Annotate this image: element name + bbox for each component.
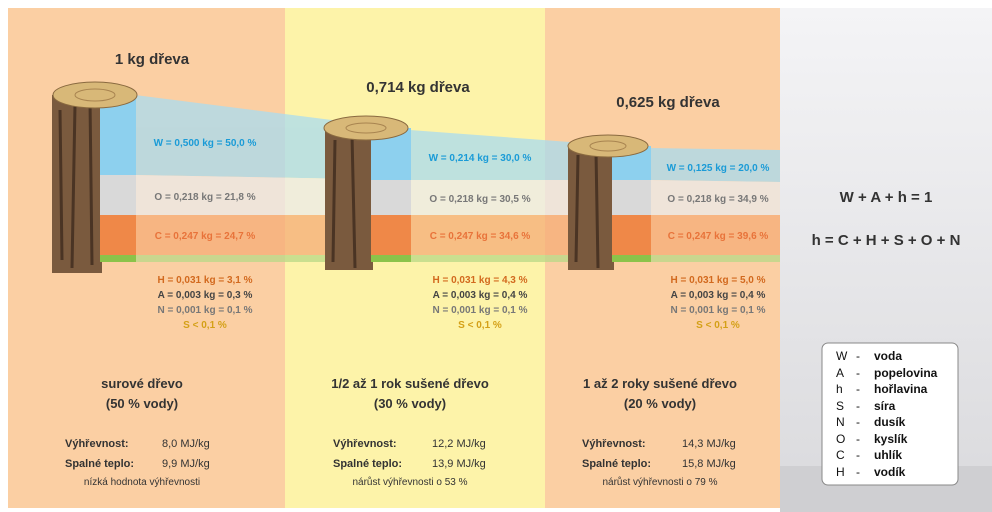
component-label: A = 0,003 kg = 0,3 %	[158, 291, 253, 301]
component-label: W = 0,125 kg = 20,0 %	[667, 164, 770, 174]
legend-dash: -	[856, 416, 860, 428]
legend-symbol: C	[836, 449, 845, 461]
column-title: 0,714 kg dřeva	[366, 80, 469, 95]
component-label: A = 0,003 kg = 0,4 %	[671, 291, 766, 301]
legend-symbol: H	[836, 466, 845, 478]
log	[52, 82, 137, 273]
component-label: S < 0,1 %	[458, 321, 502, 331]
log	[568, 135, 651, 270]
component-label: C = 0,247 kg = 39,6 %	[668, 232, 769, 242]
component-label: N = 0,001 kg = 0,1 %	[432, 306, 527, 316]
water-content: (50 % vody)	[106, 397, 178, 410]
legend-label: dusík	[874, 416, 905, 428]
gross-value: 9,9 MJ/kg	[162, 459, 210, 470]
formula: W + A + h = 1	[840, 190, 933, 205]
legend-dash: -	[856, 466, 860, 478]
legend-symbol: O	[836, 433, 845, 445]
water-content: (30 % vody)	[374, 397, 446, 410]
gross-value: 13,9 MJ/kg	[432, 459, 486, 470]
wood-state: surové dřevo	[101, 377, 183, 390]
gross-label: Spalné teplo:	[582, 459, 651, 470]
legend-symbol: h	[836, 383, 843, 395]
note: nárůst výhřevnosti o 53 %	[352, 478, 467, 488]
legend-label: kyslík	[874, 433, 907, 445]
legend-label: uhlík	[874, 449, 902, 461]
legend-dash: -	[856, 433, 860, 445]
note: nárůst výhřevnosti o 79 %	[602, 478, 717, 488]
component-label: O = 0,218 kg = 34,9 %	[667, 195, 768, 205]
legend-symbol: W	[836, 350, 847, 362]
heat-value: 8,0 MJ/kg	[162, 439, 210, 450]
wood-state: 1/2 až 1 rok sušené dřevo	[331, 377, 489, 390]
component-label: H = 0,031 kg = 5,0 %	[670, 276, 765, 286]
wood-state: 1 až 2 roky sušené dřevo	[583, 377, 737, 390]
column-title: 0,625 kg dřeva	[616, 95, 719, 110]
component-label: N = 0,001 kg = 0,1 %	[157, 306, 252, 316]
formula: h = C + H + S + O + N	[812, 233, 961, 248]
water-content: (20 % vody)	[624, 397, 696, 410]
component-label: W = 0,214 kg = 30,0 %	[429, 154, 532, 164]
heat-label: Výhřevnost:	[582, 439, 646, 450]
legend-dash: -	[856, 383, 860, 395]
component-label: S < 0,1 %	[183, 321, 227, 331]
legend-label: popelovina	[874, 367, 937, 379]
gross-label: Spalné teplo:	[333, 459, 402, 470]
legend-label: hořlavina	[874, 383, 927, 395]
legend-symbol: N	[836, 416, 845, 428]
legend-dash: -	[856, 400, 860, 412]
legend-dash: -	[856, 350, 860, 362]
heat-label: Výhřevnost:	[333, 439, 397, 450]
component-label: H = 0,031 kg = 4,3 %	[432, 276, 527, 286]
heat-value: 12,2 MJ/kg	[432, 439, 486, 450]
gross-label: Spalné teplo:	[65, 459, 134, 470]
gross-value: 15,8 MJ/kg	[682, 459, 736, 470]
note: nízká hodnota výhřevnosti	[84, 478, 200, 488]
log	[324, 116, 411, 270]
infographic: 1 kg dřeva W = 0,500 kg = 50,0 % O = 0,218…	[0, 0, 992, 512]
component-label: O = 0,218 kg = 21,8 %	[154, 193, 255, 203]
legend-label: voda	[874, 350, 902, 362]
heat-value: 14,3 MJ/kg	[682, 439, 736, 450]
component-label: O = 0,218 kg = 30,5 %	[429, 195, 530, 205]
legend-symbol: A	[836, 367, 844, 379]
legend-label: vodík	[874, 466, 905, 478]
component-label: W = 0,500 kg = 50,0 %	[154, 139, 257, 149]
column-title: 1 kg dřeva	[115, 52, 189, 67]
component-label: H = 0,031 kg = 3,1 %	[157, 276, 252, 286]
legend-dash: -	[856, 367, 860, 379]
legend-label: síra	[874, 400, 895, 412]
component-label: C = 0,247 kg = 24,7 %	[155, 232, 256, 242]
legend-box	[822, 343, 958, 485]
component-label: C = 0,247 kg = 34,6 %	[430, 232, 531, 242]
component-label: N = 0,001 kg = 0,1 %	[670, 306, 765, 316]
component-label: S < 0,1 %	[696, 321, 740, 331]
legend-dash: -	[856, 449, 860, 461]
legend-symbol: S	[836, 400, 844, 412]
component-label: A = 0,003 kg = 0,4 %	[433, 291, 528, 301]
heat-label: Výhřevnost:	[65, 439, 129, 450]
